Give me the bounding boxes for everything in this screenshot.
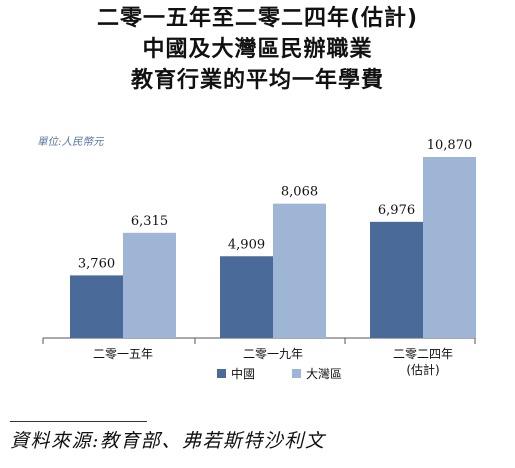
legend-swatch-gba [292,369,301,378]
data-label-china-1: 4,909 [228,237,265,252]
chart-title-line-1: 二零一五年至二零二四年(估計) [96,6,419,31]
chart-title-line-2: 中國及大灣區民辦職業 [142,37,373,62]
category-label-0: 二零一五年 [93,347,153,361]
chart-title-line-3: 教育行業的平均一年學費 [130,68,384,93]
bar-chart: 3,760 4,909 6,976 6,315 8,068 10,870 二零一五年 二零一九… [42,138,476,381]
category-label-1: 二零一九年 [243,347,303,361]
category-label-2: 二零二四年 [393,347,453,361]
data-label-gba-2: 10,870 [427,138,473,153]
bar-china-0 [70,275,123,338]
data-label-china-2: 6,976 [378,203,415,218]
data-label-gba-1: 8,068 [281,185,318,200]
source-divider [10,421,147,422]
unit-label: 單位:人民幣元 [37,136,104,148]
legend-label-china: 中國 [231,366,255,381]
data-label-gba-0: 6,315 [131,214,168,229]
bar-china-2 [370,221,423,338]
source-text: 資料來源:教育部、弗若斯特沙利文 [10,430,326,452]
bar-gba-2 [423,157,476,338]
bar-gba-1 [273,203,326,338]
legend-label-gba: 大灣區 [306,367,342,381]
legend-swatch-china [217,369,226,378]
bar-gba-0 [123,232,176,338]
data-label-china-0: 3,760 [78,256,115,271]
category-label-2-line-1: (估計) [406,362,439,377]
bar-china-1 [220,256,273,338]
